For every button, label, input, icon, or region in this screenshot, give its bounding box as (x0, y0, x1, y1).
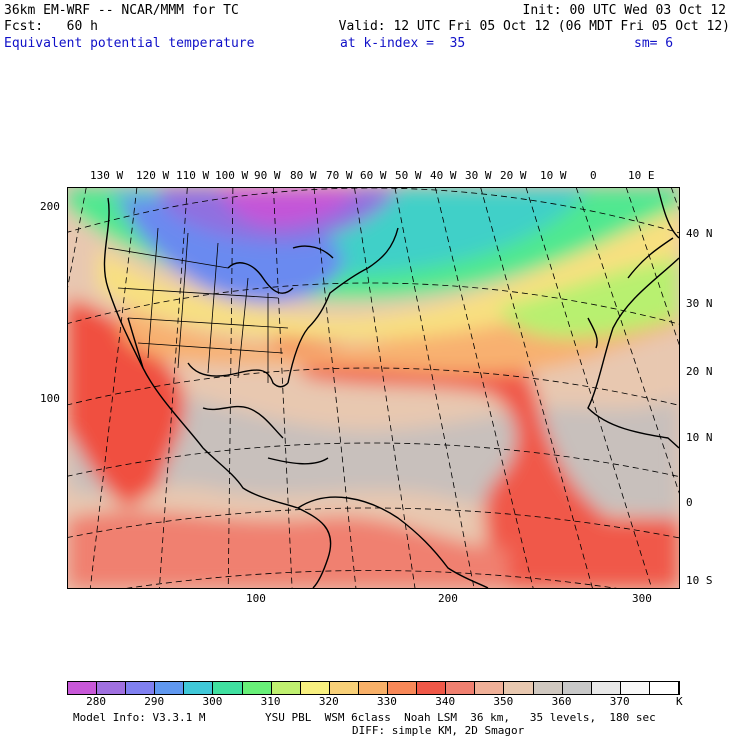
legend-swatch (649, 682, 679, 694)
field-yellow-green (498, 258, 679, 338)
legend-swatch (155, 682, 185, 694)
legend-label: 310 (260, 695, 281, 708)
legend-label: 290 (144, 695, 165, 708)
k-index: at k-index = 35 (340, 36, 466, 51)
left-index-label: 100 (40, 392, 60, 405)
legend-swatch (475, 682, 505, 694)
legend-swatch (562, 682, 592, 694)
legend-label: 350 (493, 695, 514, 708)
lon-label: 90 W (254, 169, 281, 182)
lon-label: 40 W (430, 169, 457, 182)
legend-label: 340 (435, 695, 456, 708)
bottom-index-label: 100 (246, 592, 266, 605)
field-orange (119, 238, 679, 374)
legend-label: 330 (377, 695, 397, 708)
bottom-index-label: 300 (632, 592, 652, 605)
field-peach (68, 510, 508, 588)
legend-swatch (242, 682, 272, 694)
legend-swatch (504, 682, 534, 694)
legend-swatch (446, 682, 476, 694)
political-boundaries (107, 227, 289, 383)
lon-label: 50 W (395, 169, 422, 182)
lat-label: 30 N (686, 297, 713, 310)
field-name: Equivalent potential temperature (4, 36, 255, 51)
field-red-2 (268, 338, 679, 588)
lat-label: 40 N (686, 227, 713, 240)
lon-label: 20 W (500, 169, 527, 182)
legend-swatch (97, 682, 127, 694)
lat-label: 0 (686, 496, 693, 509)
legend-swatch (620, 682, 650, 694)
field-red (68, 298, 185, 508)
lon-label: 0 (590, 169, 597, 182)
field-magenta (218, 188, 358, 227)
left-index-label: 200 (40, 200, 60, 213)
legend-label: 280 (86, 695, 106, 708)
legend-label: 320 (318, 695, 339, 708)
bottom-index-label: 200 (438, 592, 458, 605)
diffusion-info: DIFF: simple KM, 2D Smagor (352, 724, 525, 737)
weather-map (67, 187, 680, 589)
legend-unit: K (676, 695, 683, 708)
lat-label: 20 N (686, 365, 713, 378)
legend-swatch (213, 682, 243, 694)
init-time: Init: 00 UTC Wed 03 Oct 12 (522, 3, 727, 18)
legend-swatch (126, 682, 156, 694)
lat-label: 10 N (686, 431, 713, 444)
lon-label: 110 W (176, 169, 210, 182)
model-info: Model Info: V3.3.1 M (73, 711, 206, 724)
lon-label: 130 W (90, 169, 124, 182)
graticule (68, 188, 679, 588)
lon-label: 100 W (215, 169, 249, 182)
legend-swatch (300, 682, 330, 694)
legend-swatch (329, 682, 359, 694)
lat-label: 10 S (686, 574, 713, 587)
legend-swatch (388, 682, 418, 694)
smoothing: sm= 6 (634, 36, 674, 51)
lon-label: 80 W (290, 169, 317, 182)
lon-label: 70 W (326, 169, 353, 182)
lon-label: 60 W (360, 169, 387, 182)
lon-label: 30 W (465, 169, 492, 182)
forecast-hour: Fcst: 60 h (4, 19, 98, 34)
valid-time: Valid: 12 UTC Fri 05 Oct 12 (06 MDT Fri … (338, 19, 730, 34)
model-title: 36km EM-WRF -- NCAR/MMM for TC (4, 3, 239, 18)
legend-swatch (184, 682, 214, 694)
physics-info: YSU PBL WSM 6class Noah LSM 36 km, 35 le… (265, 711, 656, 724)
legend-label: 300 (202, 695, 223, 708)
lon-label: 10 W (540, 169, 567, 182)
color-legend (67, 681, 680, 695)
legend-swatch (271, 682, 301, 694)
legend-swatch (591, 682, 621, 694)
coastlines (103, 188, 679, 588)
legend-label: 370 (609, 695, 630, 708)
lon-label: 120 W (136, 169, 170, 182)
legend-swatch (533, 682, 563, 694)
legend-swatch (417, 682, 447, 694)
legend-swatch (358, 682, 389, 694)
lon-label: 10 E (628, 169, 655, 182)
theta-e-field (68, 188, 679, 588)
legend-swatch (68, 682, 98, 694)
legend-label: 360 (551, 695, 572, 708)
